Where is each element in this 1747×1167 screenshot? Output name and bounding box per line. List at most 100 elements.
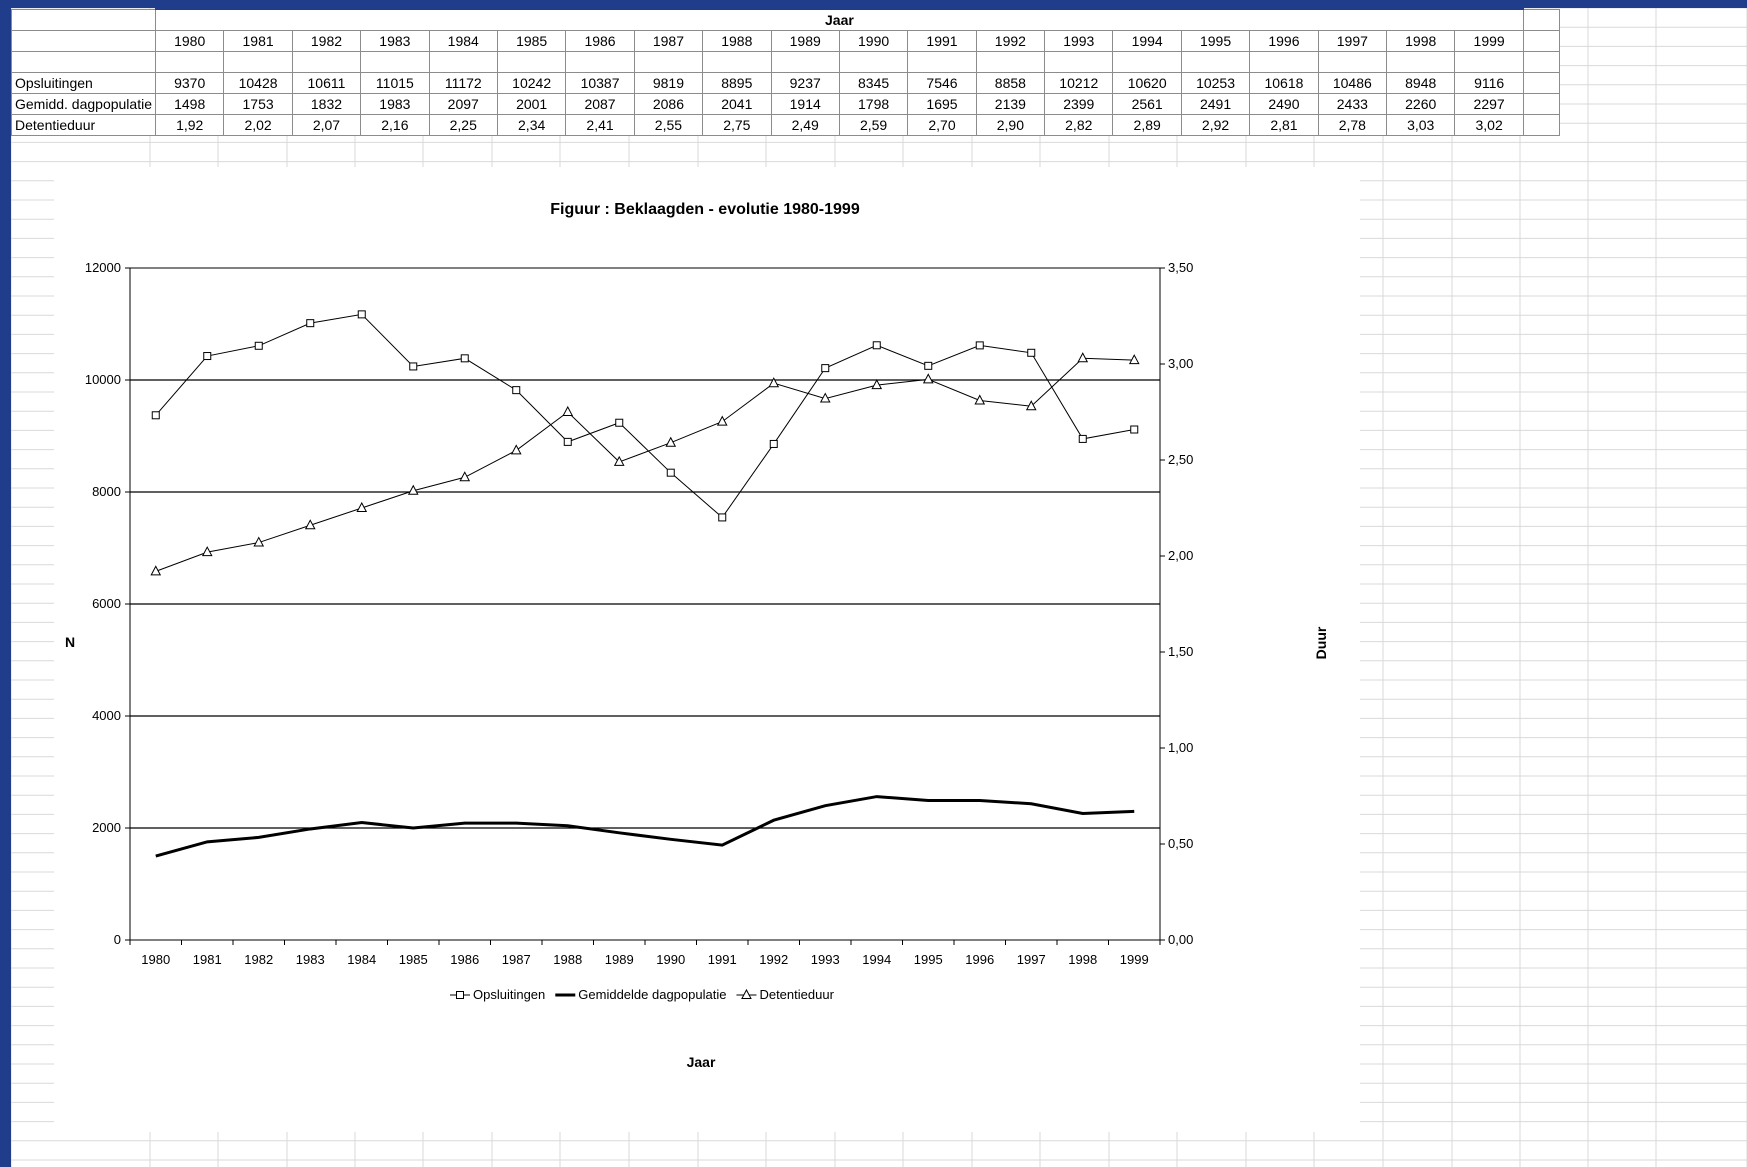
value-cell[interactable]: 2,41 bbox=[565, 114, 635, 136]
table-cell[interactable] bbox=[1522, 30, 1560, 52]
value-cell[interactable]: 11172 bbox=[428, 72, 498, 94]
table-cell[interactable] bbox=[1317, 51, 1388, 73]
table-cell[interactable] bbox=[1522, 114, 1560, 136]
value-cell[interactable]: 2260 bbox=[1386, 93, 1456, 115]
table-cell[interactable] bbox=[1112, 51, 1182, 73]
year-header-cell[interactable]: 1996 bbox=[1249, 30, 1319, 52]
year-header-cell[interactable]: 1982 bbox=[291, 30, 362, 52]
value-cell[interactable]: 9116 bbox=[1454, 72, 1524, 94]
year-header-cell[interactable]: 1997 bbox=[1317, 30, 1388, 52]
table-cell[interactable] bbox=[291, 51, 362, 73]
value-cell[interactable]: 2139 bbox=[975, 93, 1046, 115]
row-label-cell[interactable]: Gemidd. dagpopulatie bbox=[11, 93, 156, 115]
table-cell[interactable] bbox=[496, 51, 567, 73]
value-cell[interactable]: 2,02 bbox=[223, 114, 293, 136]
value-cell[interactable]: 2086 bbox=[633, 93, 704, 115]
value-cell[interactable]: 11015 bbox=[360, 72, 430, 94]
table-cell[interactable] bbox=[907, 51, 977, 73]
year-header-cell[interactable]: 1995 bbox=[1180, 30, 1251, 52]
value-cell[interactable]: 2001 bbox=[496, 93, 567, 115]
value-cell[interactable]: 2,49 bbox=[770, 114, 840, 136]
value-cell[interactable]: 2041 bbox=[702, 93, 772, 115]
value-cell[interactable]: 2,75 bbox=[702, 114, 772, 136]
value-cell[interactable]: 2491 bbox=[1180, 93, 1251, 115]
year-header-label[interactable]: Jaar bbox=[155, 8, 1524, 31]
value-cell[interactable]: 2,81 bbox=[1249, 114, 1319, 136]
value-cell[interactable]: 10428 bbox=[223, 72, 293, 94]
value-cell[interactable]: 2433 bbox=[1317, 93, 1388, 115]
value-cell[interactable]: 8345 bbox=[838, 72, 909, 94]
year-header-cell[interactable]: 1989 bbox=[770, 30, 840, 52]
value-cell[interactable]: 1983 bbox=[360, 93, 430, 115]
value-cell[interactable]: 2,34 bbox=[496, 114, 567, 136]
chart-area[interactable]: Figuur : Beklaagden - evolutie 1980-1999… bbox=[54, 167, 1360, 1132]
table-cell[interactable] bbox=[1522, 8, 1560, 31]
table-cell[interactable] bbox=[428, 51, 498, 73]
year-header-cell[interactable]: 1998 bbox=[1386, 30, 1456, 52]
table-cell[interactable] bbox=[11, 8, 156, 31]
value-cell[interactable]: 2,07 bbox=[291, 114, 362, 136]
year-header-cell[interactable]: 1993 bbox=[1044, 30, 1114, 52]
table-cell[interactable] bbox=[770, 51, 840, 73]
value-cell[interactable]: 10611 bbox=[291, 72, 362, 94]
value-cell[interactable]: 1695 bbox=[907, 93, 977, 115]
value-cell[interactable]: 2,59 bbox=[838, 114, 909, 136]
table-cell[interactable] bbox=[1180, 51, 1251, 73]
value-cell[interactable]: 1914 bbox=[770, 93, 840, 115]
value-cell[interactable]: 2087 bbox=[565, 93, 635, 115]
value-cell[interactable]: 2,25 bbox=[428, 114, 498, 136]
row-label-cell[interactable]: Opsluitingen bbox=[11, 72, 156, 94]
value-cell[interactable]: 10486 bbox=[1317, 72, 1388, 94]
year-header-cell[interactable]: 1988 bbox=[702, 30, 772, 52]
value-cell[interactable]: 10242 bbox=[496, 72, 567, 94]
value-cell[interactable]: 10618 bbox=[1249, 72, 1319, 94]
table-cell[interactable] bbox=[633, 51, 704, 73]
value-cell[interactable]: 2,16 bbox=[360, 114, 430, 136]
value-cell[interactable]: 1,92 bbox=[154, 114, 225, 136]
table-cell[interactable] bbox=[975, 51, 1046, 73]
year-header-cell[interactable]: 1981 bbox=[223, 30, 293, 52]
table-cell[interactable] bbox=[1386, 51, 1456, 73]
table-cell[interactable] bbox=[1522, 51, 1560, 73]
value-cell[interactable]: 2,55 bbox=[633, 114, 704, 136]
year-header-cell[interactable]: 1985 bbox=[496, 30, 567, 52]
value-cell[interactable]: 2,78 bbox=[1317, 114, 1388, 136]
year-header-cell[interactable]: 1999 bbox=[1454, 30, 1524, 52]
value-cell[interactable]: 9819 bbox=[633, 72, 704, 94]
table-cell[interactable] bbox=[1044, 51, 1114, 73]
year-header-cell[interactable]: 1986 bbox=[565, 30, 635, 52]
value-cell[interactable]: 2297 bbox=[1454, 93, 1524, 115]
value-cell[interactable]: 2,90 bbox=[975, 114, 1046, 136]
year-header-cell[interactable]: 1994 bbox=[1112, 30, 1182, 52]
year-header-cell[interactable]: 1984 bbox=[428, 30, 498, 52]
value-cell[interactable]: 2,70 bbox=[907, 114, 977, 136]
value-cell[interactable]: 10387 bbox=[565, 72, 635, 94]
value-cell[interactable]: 10253 bbox=[1180, 72, 1251, 94]
value-cell[interactable]: 2,92 bbox=[1180, 114, 1251, 136]
value-cell[interactable]: 2399 bbox=[1044, 93, 1114, 115]
value-cell[interactable]: 1498 bbox=[154, 93, 225, 115]
value-cell[interactable]: 7546 bbox=[907, 72, 977, 94]
value-cell[interactable]: 9237 bbox=[770, 72, 840, 94]
table-cell[interactable] bbox=[11, 30, 156, 52]
table-cell[interactable] bbox=[11, 51, 156, 73]
value-cell[interactable]: 3,02 bbox=[1454, 114, 1524, 136]
year-header-cell[interactable]: 1990 bbox=[838, 30, 909, 52]
value-cell[interactable]: 2097 bbox=[428, 93, 498, 115]
table-cell[interactable] bbox=[1249, 51, 1319, 73]
value-cell[interactable]: 9370 bbox=[154, 72, 225, 94]
year-header-cell[interactable]: 1991 bbox=[907, 30, 977, 52]
value-cell[interactable]: 8948 bbox=[1386, 72, 1456, 94]
year-header-cell[interactable]: 1980 bbox=[154, 30, 225, 52]
table-cell[interactable] bbox=[360, 51, 430, 73]
value-cell[interactable]: 3,03 bbox=[1386, 114, 1456, 136]
table-cell[interactable] bbox=[1522, 93, 1560, 115]
row-label-cell[interactable]: Detentieduur bbox=[11, 114, 156, 136]
year-header-cell[interactable]: 1983 bbox=[360, 30, 430, 52]
year-header-cell[interactable]: 1987 bbox=[633, 30, 704, 52]
value-cell[interactable]: 10212 bbox=[1044, 72, 1114, 94]
value-cell[interactable]: 2561 bbox=[1112, 93, 1182, 115]
year-header-cell[interactable]: 1992 bbox=[975, 30, 1046, 52]
table-cell[interactable] bbox=[1454, 51, 1524, 73]
value-cell[interactable]: 2490 bbox=[1249, 93, 1319, 115]
